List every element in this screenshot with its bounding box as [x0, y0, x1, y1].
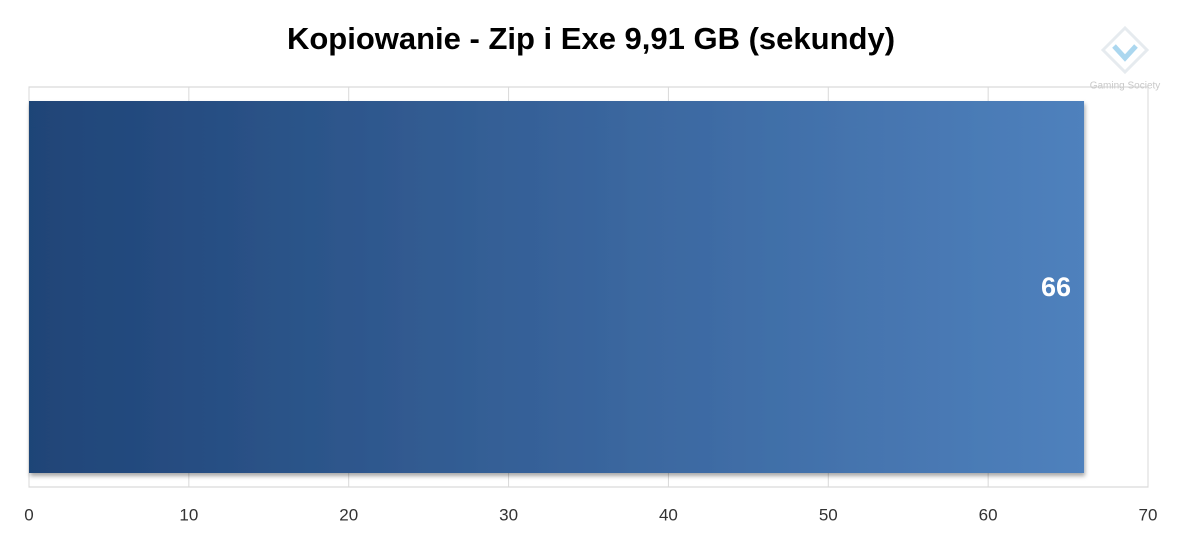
chart-title: Kopiowanie - Zip i Exe 9,91 GB (sekundy): [287, 21, 895, 56]
x-tick-label: 30: [499, 505, 518, 524]
watermark-logo: [1100, 25, 1150, 75]
x-tick-label: 20: [339, 505, 358, 524]
watermark: Gaming Society: [1090, 81, 1161, 92]
x-tick-label: 0: [24, 505, 33, 524]
x-tick-label: 50: [819, 505, 838, 524]
value-label: 66: [1041, 272, 1071, 302]
x-tick-label: 60: [979, 505, 998, 524]
x-tick-label: 70: [1139, 505, 1158, 524]
bar: [29, 101, 1085, 473]
x-tick-label: 10: [179, 505, 198, 524]
x-tick-label: 40: [659, 505, 678, 524]
